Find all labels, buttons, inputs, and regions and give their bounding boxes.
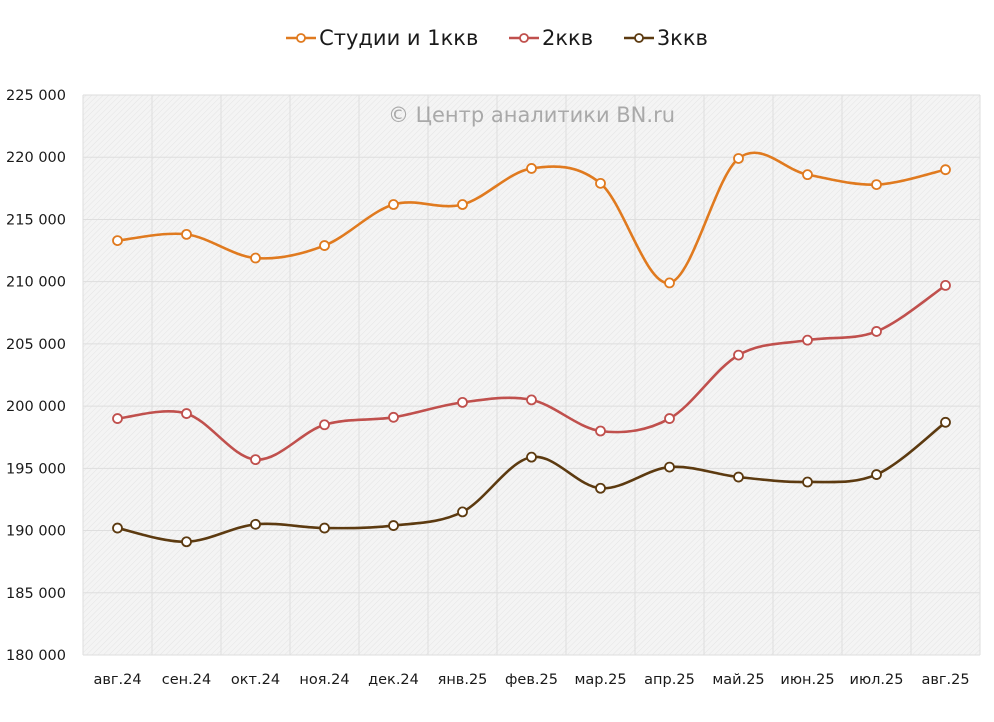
data-point[interactable] [457,506,468,518]
data-point[interactable] [181,228,192,240]
y-tick-label: 180 000 [6,648,66,664]
data-point[interactable] [388,411,399,423]
data-point[interactable] [526,394,537,406]
y-tick-label: 200 000 [6,399,66,415]
data-point[interactable] [802,334,813,346]
data-point[interactable] [733,349,744,361]
legend-marker-icon [623,33,654,43]
x-tick-label: июл.25 [850,672,904,688]
data-point[interactable] [871,326,882,337]
data-point[interactable] [112,413,123,424]
y-tick-label: 190 000 [6,524,66,540]
data-point[interactable] [250,252,261,264]
data-point[interactable] [802,169,813,181]
chart-legend: Студии и 1ккв 2ккв 3ккв [0,26,994,50]
data-point[interactable] [526,163,537,174]
x-tick-label: дек.24 [368,672,419,688]
x-tick-label: мар.25 [574,672,626,688]
y-tick-label: 215 000 [6,212,66,228]
data-point[interactable] [733,471,744,483]
data-point[interactable] [940,164,951,176]
x-axis: авг.24 сен.24 окт.24 ноя.24 дек.24 янв.25 фев.… [93,672,969,688]
legend-marker-icon [286,33,317,43]
data-point[interactable] [457,396,468,408]
data-point[interactable] [112,235,123,247]
y-tick-label: 210 000 [6,275,66,291]
data-point[interactable] [457,199,468,210]
data-point[interactable] [181,408,192,419]
x-tick-label: авг.25 [921,672,969,688]
data-point[interactable] [595,482,606,494]
y-axis: 180 000 185 000 190 000 195 000 200 000 205 0… [6,88,66,664]
gridlines [82,94,981,656]
data-point[interactable] [664,277,675,289]
x-tick-label: май.25 [712,672,764,688]
legend-label: 2ккв [542,26,594,50]
data-point[interactable] [319,419,330,431]
y-tick-label: 205 000 [6,337,66,353]
series-2 [112,279,951,466]
legend-item-3room[interactable]: 3ккв [623,26,708,50]
data-point[interactable] [595,425,606,437]
data-point[interactable] [664,413,675,424]
x-tick-label: янв.25 [438,672,488,688]
legend-label: 3ккв [656,26,708,50]
legend-label: Студии и 1ккв [319,26,479,50]
x-tick-label: июн.25 [780,672,834,688]
x-tick-label: апр.25 [644,672,695,688]
series-group [112,151,951,548]
data-point[interactable] [319,522,330,534]
data-point[interactable] [526,451,537,463]
y-tick-label: 185 000 [6,586,66,602]
data-point[interactable] [595,177,606,189]
data-point[interactable] [664,461,675,473]
data-point[interactable] [733,153,744,164]
x-tick-label: окт.24 [231,672,280,688]
x-tick-label: авг.24 [93,672,141,688]
y-tick-label: 225 000 [6,88,66,104]
series-1 [112,151,951,289]
x-tick-label: фев.25 [505,672,558,688]
legend-item-2room[interactable]: 2ккв [509,26,593,50]
data-point[interactable] [250,454,261,466]
data-point[interactable] [871,469,882,480]
legend-item-studios-1room[interactable]: Студии и 1ккв [286,26,478,50]
data-point[interactable] [871,179,882,191]
legend-marker-icon [509,33,540,43]
y-tick-label: 220 000 [6,150,66,166]
data-point[interactable] [319,240,330,251]
x-tick-label: ноя.24 [299,672,349,688]
data-point[interactable] [940,416,951,428]
data-point[interactable] [940,279,951,291]
watermark: © Центр аналитики BN.ru [388,103,675,127]
data-point[interactable] [181,536,192,548]
data-point[interactable] [112,522,123,534]
data-point[interactable] [388,520,399,531]
data-point[interactable] [250,518,261,530]
data-point[interactable] [388,199,399,210]
plot-area [83,95,980,655]
data-point[interactable] [802,476,813,488]
x-tick-label: сен.24 [162,672,211,688]
series-3 [112,416,951,548]
y-tick-label: 195 000 [6,461,66,477]
